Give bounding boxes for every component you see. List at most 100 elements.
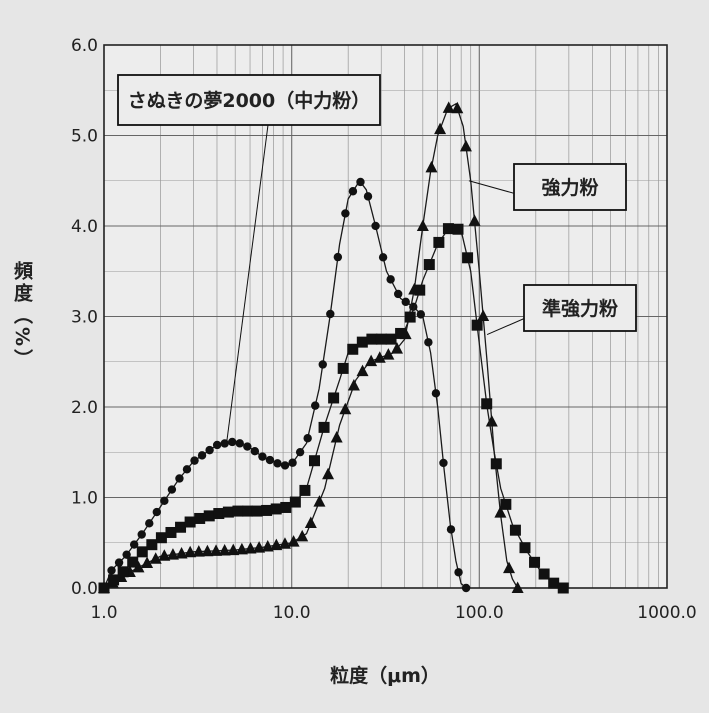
annotation-box — [117, 74, 381, 126]
data-point-square — [136, 546, 148, 558]
data-point-triangle — [477, 309, 490, 321]
data-point-triangle — [382, 348, 395, 360]
data-point-triangle — [485, 415, 498, 427]
data-point-circle — [212, 440, 222, 450]
data-point-square — [404, 311, 416, 323]
y-tick-label: 3.0 — [71, 308, 98, 328]
data-point-circle — [318, 360, 327, 369]
data-point-square — [146, 539, 158, 551]
y-tick-label: 6.0 — [71, 36, 98, 56]
data-point-square — [175, 521, 187, 533]
annotation-chuurikiko: さぬきの夢2000（中力粉） — [117, 74, 381, 444]
data-point-circle — [386, 275, 395, 284]
data-point-circle — [197, 451, 207, 460]
y-tick-label: 1.0 — [71, 489, 98, 509]
data-point-square — [347, 343, 359, 355]
leader-line — [486, 315, 531, 336]
data-point-square — [548, 577, 560, 589]
data-point-square — [299, 484, 311, 496]
data-point-square — [261, 504, 273, 516]
annotation-kyourikiko: 強力粉 — [468, 163, 627, 211]
data-point-circle — [371, 221, 380, 231]
y-axis-label: 頻度（%） — [11, 260, 33, 371]
data-point-square — [251, 505, 263, 517]
data-point-square — [328, 392, 340, 404]
data-point-square — [117, 566, 129, 578]
data-point-circle — [145, 519, 154, 528]
data-point-circle — [348, 187, 358, 196]
data-point-square — [213, 508, 225, 520]
data-point-square — [155, 532, 167, 544]
data-point-circle — [303, 434, 312, 443]
annotation-text: さぬきの夢2000（中力粉） — [128, 89, 371, 112]
data-point-circle — [182, 465, 192, 474]
data-point-triangle — [235, 542, 248, 555]
data-point-square — [308, 455, 320, 467]
data-point-circle — [454, 568, 463, 577]
data-point-circle — [205, 445, 214, 455]
data-point-circle — [190, 456, 199, 465]
data-point-circle — [258, 452, 267, 461]
data-point-triangle — [218, 543, 231, 556]
data-point-circle — [243, 442, 252, 451]
data-point-circle — [160, 496, 169, 505]
data-point-square — [529, 556, 541, 568]
data-point-triangle — [339, 402, 352, 415]
data-point-triangle — [503, 561, 516, 574]
data-point-circle — [107, 566, 116, 575]
annotation-box — [523, 284, 637, 332]
data-point-triangle — [425, 160, 438, 173]
data-point-circle — [114, 558, 124, 567]
data-point-circle — [424, 338, 433, 347]
annotation-junkyourikiko: 準強力粉 — [486, 284, 637, 336]
data-point-square — [452, 223, 464, 235]
annotation-box — [513, 163, 627, 211]
data-point-square — [395, 327, 407, 339]
data-point-triangle — [442, 101, 455, 113]
data-point-triangle — [390, 342, 403, 354]
leader-line — [226, 124, 269, 444]
data-point-triangle — [330, 430, 343, 443]
grid — [104, 45, 667, 588]
data-point-triangle — [270, 538, 283, 551]
data-point-square — [500, 498, 512, 510]
data-point-circle — [311, 401, 320, 410]
data-point-triangle — [313, 495, 326, 507]
data-point-circle — [363, 192, 373, 201]
data-point-triangle — [304, 516, 317, 529]
data-point-circle — [461, 583, 471, 593]
data-point-triangle — [166, 548, 179, 560]
data-point-square — [98, 582, 110, 594]
data-point-square — [184, 516, 196, 528]
data-point-triangle — [356, 364, 369, 377]
data-point-circle — [295, 447, 305, 457]
data-point-circle — [137, 530, 146, 539]
data-point-square — [423, 259, 435, 271]
data-point-square — [366, 333, 378, 345]
x-tick-label: 10.0 — [273, 603, 311, 623]
x-tick-label: 1000.0 — [637, 603, 696, 623]
y-tick-label: 2.0 — [71, 398, 98, 418]
annotation-text: 準強力粉 — [542, 297, 618, 320]
data-point-circle — [280, 461, 290, 470]
data-point-triangle — [253, 541, 266, 553]
data-point-triangle — [322, 467, 335, 480]
data-point-square — [471, 319, 483, 331]
data-point-circle — [220, 439, 229, 448]
data-point-square — [462, 252, 474, 264]
y-tick-label: 0.0 — [71, 579, 98, 599]
data-point-triangle — [373, 351, 386, 363]
data-point-square — [538, 568, 550, 580]
data-point-circle — [250, 447, 260, 456]
data-point-square — [242, 505, 254, 517]
data-point-triangle — [175, 546, 188, 559]
data-point-circle — [416, 310, 426, 319]
data-point-square — [108, 574, 120, 586]
series-junkyourikiko — [98, 223, 569, 594]
data-point-square — [194, 512, 206, 524]
x-axis-label: 粒度（μm） — [330, 664, 440, 687]
data-point-square — [442, 223, 454, 235]
data-point-circle — [356, 177, 365, 187]
